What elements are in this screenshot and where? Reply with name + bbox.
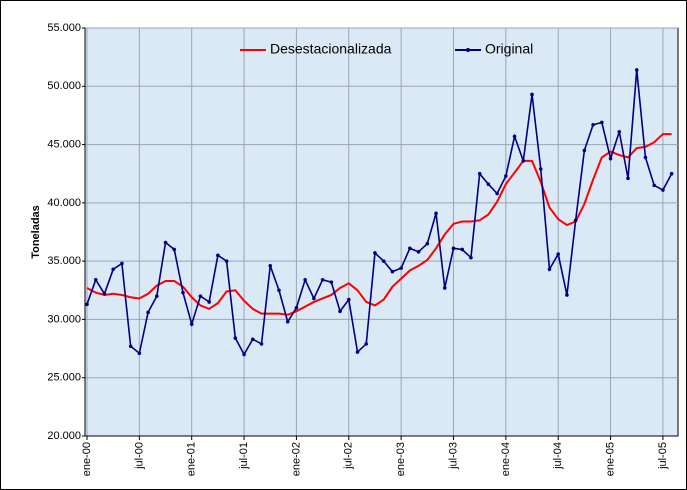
point — [512, 134, 517, 139]
x-tick-label: ene-05 — [604, 442, 616, 476]
point — [355, 350, 360, 354]
point — [207, 300, 211, 304]
point — [600, 120, 604, 125]
y-tick-label: 35.000 — [47, 255, 81, 267]
x-tick-label: ene-04 — [500, 442, 512, 476]
point — [163, 240, 168, 245]
point — [381, 259, 386, 263]
point — [268, 264, 273, 268]
point — [120, 261, 124, 266]
point — [643, 155, 648, 160]
legend-label: Desestacionalizada — [270, 41, 392, 57]
point — [521, 159, 526, 163]
series-line — [86, 133, 672, 316]
point — [669, 171, 674, 176]
point — [608, 156, 613, 161]
point — [128, 344, 133, 349]
point — [530, 92, 534, 97]
point — [495, 191, 499, 196]
x-tick-label: jul-02 — [343, 442, 355, 470]
point — [85, 302, 89, 307]
plot-area — [84, 27, 679, 437]
y-tick-label: 40.000 — [47, 197, 81, 209]
x-tick-label: jul-05 — [657, 442, 669, 470]
point — [137, 351, 142, 356]
point — [329, 280, 334, 284]
point — [250, 337, 255, 342]
y-tick-label: 25.000 — [47, 372, 81, 384]
point — [102, 291, 107, 296]
point — [320, 277, 325, 282]
point — [338, 309, 342, 314]
x-tick-label: jul-03 — [447, 442, 459, 470]
point — [442, 286, 447, 290]
point — [390, 269, 395, 274]
y-tick-label: 20.000 — [47, 430, 81, 442]
point — [626, 176, 630, 181]
x-tick-label: ene-03 — [395, 442, 407, 476]
point — [216, 253, 220, 258]
x-tick-label: ene-02 — [290, 442, 302, 476]
point — [451, 246, 456, 251]
point — [277, 288, 281, 293]
point — [565, 293, 569, 297]
point — [547, 267, 552, 272]
y-tick-label: 55.000 — [47, 22, 81, 34]
point — [538, 167, 543, 171]
point — [189, 322, 194, 326]
point — [259, 342, 264, 346]
point — [582, 148, 587, 153]
point — [416, 250, 421, 254]
point — [504, 174, 508, 178]
x-tick-label: jul-04 — [552, 442, 564, 470]
point — [425, 241, 430, 246]
point — [146, 310, 150, 315]
point — [477, 171, 482, 176]
point — [573, 218, 578, 223]
point — [617, 129, 622, 134]
point — [93, 277, 98, 282]
point — [469, 255, 473, 260]
point — [373, 251, 377, 255]
point — [460, 247, 465, 252]
y-tick-label: 50.000 — [47, 80, 81, 92]
point — [285, 319, 290, 324]
point — [303, 277, 307, 282]
y-tick-label: 45.000 — [47, 138, 81, 150]
point — [312, 296, 316, 301]
point — [294, 305, 299, 310]
point — [198, 294, 203, 298]
point — [634, 68, 639, 72]
legend-marker — [466, 48, 470, 52]
x-tick-label: ene-00 — [81, 442, 93, 476]
point — [242, 352, 246, 357]
point — [364, 342, 369, 346]
point — [408, 246, 412, 251]
point — [224, 259, 229, 263]
y-axis-label: Toneladas — [30, 205, 42, 259]
point — [399, 266, 403, 270]
point — [172, 247, 177, 252]
point — [155, 294, 159, 298]
y-tick-label: 30.000 — [47, 313, 81, 325]
point — [233, 336, 238, 340]
point — [346, 297, 351, 302]
point — [111, 267, 115, 272]
point — [661, 188, 665, 192]
point — [181, 290, 185, 295]
point — [434, 211, 438, 216]
x-tick-label: jul-01 — [238, 442, 250, 470]
point — [591, 122, 595, 127]
point — [652, 183, 656, 188]
point — [556, 252, 560, 256]
x-tick-label: jul-00 — [133, 442, 145, 470]
point — [486, 182, 491, 187]
x-tick-label: ene-01 — [186, 442, 198, 476]
series-line — [86, 69, 673, 357]
legend-label: Original — [485, 41, 533, 57]
